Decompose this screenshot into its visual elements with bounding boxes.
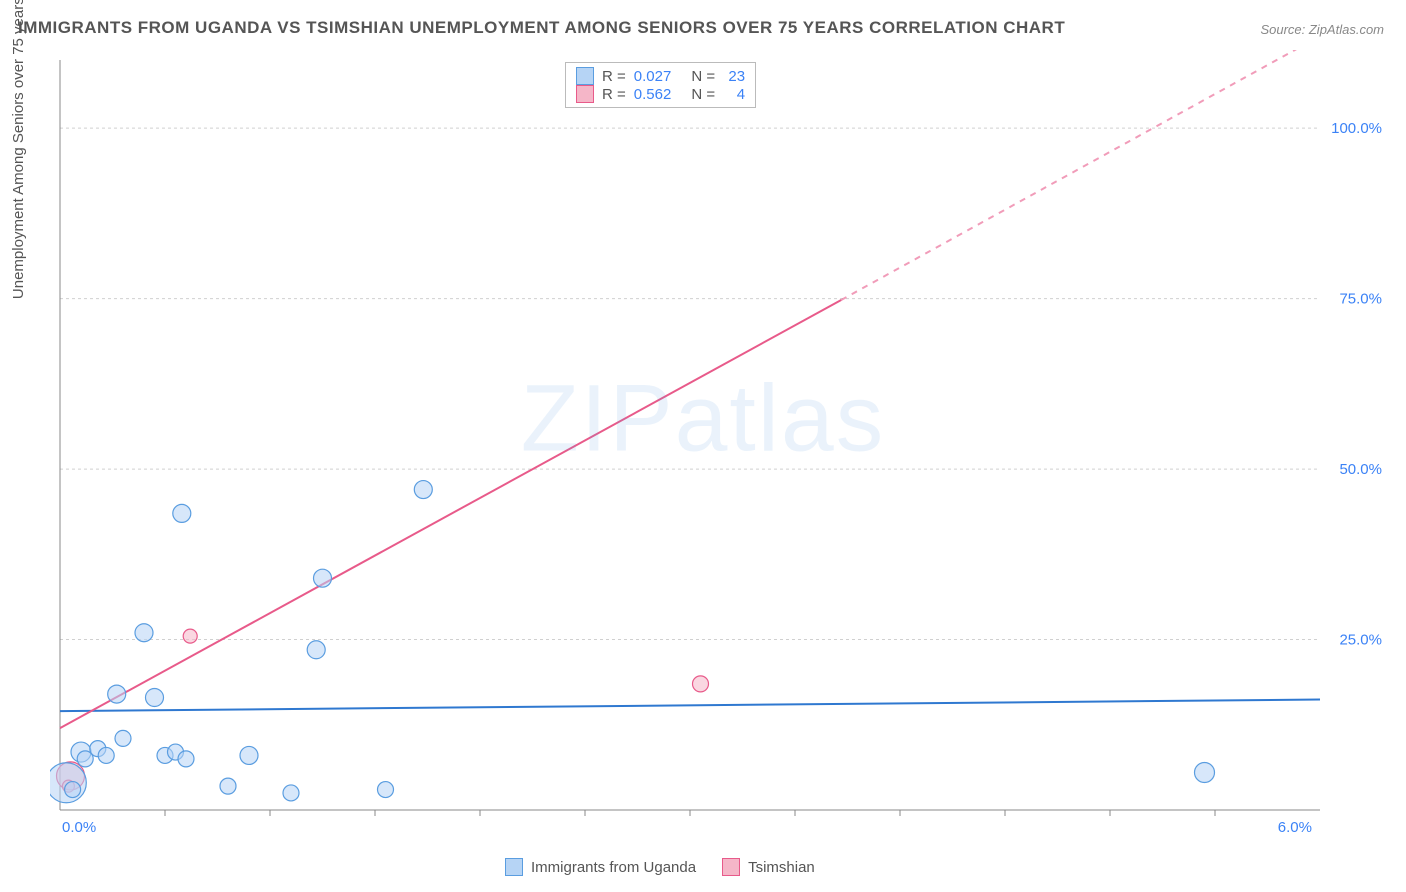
y-axis-label: Unemployment Among Seniors over 75 years bbox=[10, 0, 27, 299]
n-value-tsimshian: 4 bbox=[723, 86, 745, 103]
r-value-tsimshian: 0.562 bbox=[634, 86, 672, 103]
n-value-uganda: 23 bbox=[723, 68, 745, 85]
legend-item-tsimshian: Tsimshian bbox=[722, 858, 815, 876]
legend-row-tsimshian: R = 0.562 N = 4 bbox=[576, 85, 745, 103]
swatch-blue-icon bbox=[576, 67, 594, 85]
source-label: Source: ZipAtlas.com bbox=[1260, 22, 1384, 37]
r-label: R = bbox=[602, 68, 626, 85]
n-label: N = bbox=[691, 68, 715, 85]
swatch-blue-icon bbox=[505, 858, 523, 876]
swatch-pink-icon bbox=[722, 858, 740, 876]
r-label: R = bbox=[602, 86, 626, 103]
svg-text:75.0%: 75.0% bbox=[1339, 291, 1382, 308]
svg-text:0.0%: 0.0% bbox=[62, 819, 96, 836]
legend-row-uganda: R = 0.027 N = 23 bbox=[576, 67, 745, 85]
legend-label: Immigrants from Uganda bbox=[531, 859, 696, 876]
n-label: N = bbox=[691, 86, 715, 103]
svg-text:25.0%: 25.0% bbox=[1339, 632, 1382, 649]
swatch-pink-icon bbox=[576, 85, 594, 103]
chart-title: IMMIGRANTS FROM UGANDA VS TSIMSHIAN UNEM… bbox=[18, 18, 1065, 38]
chart-svg: 25.0% 50.0% 75.0% 100.0% 0.0% 6.0% bbox=[50, 50, 1390, 840]
svg-text:6.0%: 6.0% bbox=[1278, 819, 1312, 836]
svg-text:50.0%: 50.0% bbox=[1339, 461, 1382, 478]
legend-correlation: R = 0.027 N = 23 R = 0.562 N = 4 bbox=[565, 62, 756, 108]
legend-series: Immigrants from Uganda Tsimshian bbox=[505, 858, 815, 876]
legend-item-uganda: Immigrants from Uganda bbox=[505, 858, 696, 876]
legend-label: Tsimshian bbox=[748, 859, 815, 876]
plot-area: 25.0% 50.0% 75.0% 100.0% 0.0% 6.0% bbox=[50, 50, 1390, 840]
svg-text:100.0%: 100.0% bbox=[1331, 120, 1382, 137]
r-value-uganda: 0.027 bbox=[634, 68, 672, 85]
